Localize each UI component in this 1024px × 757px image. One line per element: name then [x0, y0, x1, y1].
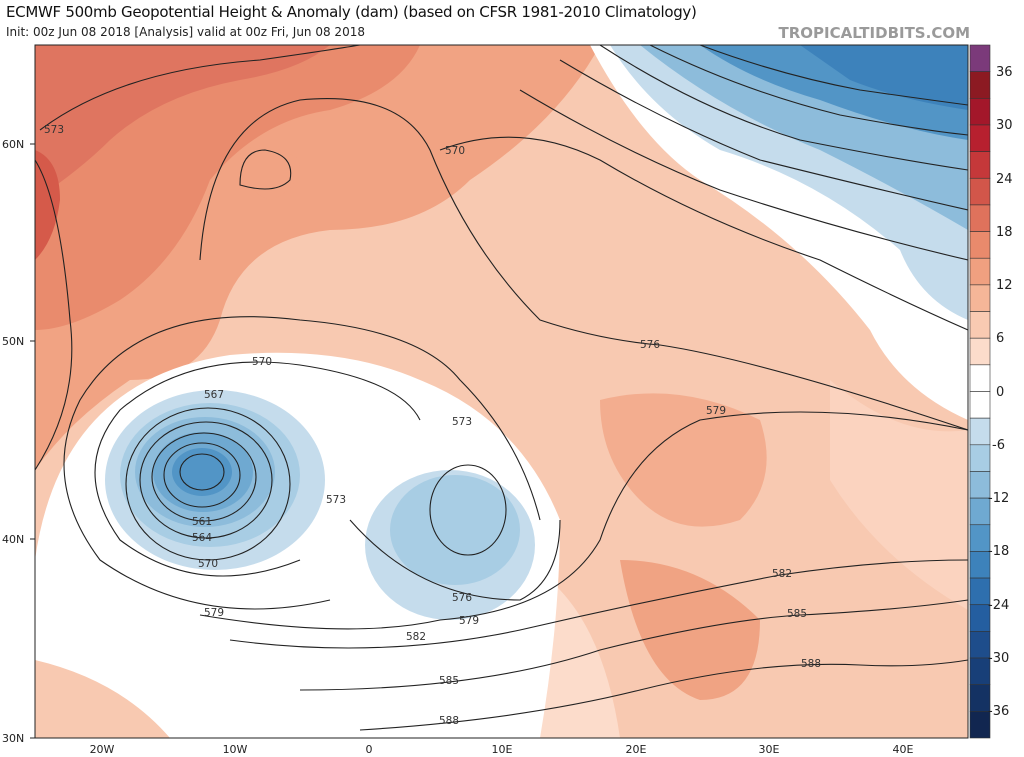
colorbar-segment — [969, 524, 991, 552]
colorbar-label: -36 — [988, 704, 1009, 719]
colorbar-segment — [969, 631, 991, 659]
lon-label: 10E — [492, 743, 513, 756]
colorbar-segment — [969, 337, 991, 366]
contour-label: 585 — [439, 675, 459, 687]
colorbar-label: 12 — [996, 278, 1013, 293]
contour-label: 585 — [787, 608, 807, 620]
contour-label: 567 — [204, 389, 224, 401]
colorbar-label: -6 — [992, 438, 1005, 453]
colorbar-label: 24 — [996, 172, 1013, 187]
contour-label: 564 — [192, 532, 212, 544]
colorbar-label: 30 — [996, 118, 1013, 133]
colorbar-label: 36 — [996, 65, 1013, 80]
contour-label: 579 — [706, 405, 726, 417]
height-contours — [35, 45, 968, 731]
init-valid-time: Init: 00z Jun 08 2018 [Analysis] valid a… — [6, 25, 365, 39]
colorbar-labels: 36 30 24 18 12 6 0 -6 -12 -18 -24 -30 -3… — [988, 65, 1013, 719]
chart-title: ECMWF 500mb Geopotential Height & Anomal… — [6, 3, 697, 21]
colorbar-label: -18 — [988, 544, 1009, 559]
brand-watermark: TROPICALTIDBITS.COM — [778, 24, 971, 42]
colorbar-label: -24 — [988, 598, 1009, 613]
anomaly-shading — [35, 45, 968, 738]
contour-label: 588 — [801, 658, 821, 670]
contour-label: 570 — [198, 558, 218, 570]
lon-label: 40E — [893, 743, 914, 756]
contour-labels: 573 570 576 579 570 567 573 573 561 564 … — [44, 124, 821, 727]
colorbar-segment — [969, 44, 991, 72]
lat-axis: 60N 50N 40N 30N — [2, 138, 35, 745]
colorbar-segment — [969, 151, 991, 179]
contour-label: 579 — [204, 607, 224, 619]
lon-label: 30E — [759, 743, 780, 756]
colorbar-label: -12 — [988, 491, 1009, 506]
lon-label: 20W — [90, 743, 115, 756]
colorbar-segment — [969, 551, 991, 579]
colorbar-segment — [969, 684, 991, 712]
colorbar-segment — [969, 98, 991, 126]
colorbar-segment — [969, 124, 991, 152]
lon-axis: 20W 10W 0 10E 20E 30E 40E — [90, 743, 914, 756]
lat-label: 40N — [2, 533, 24, 546]
colorbar-segment — [969, 311, 991, 339]
contour-label: 588 — [439, 715, 459, 727]
lat-label: 30N — [2, 732, 24, 745]
colorbar-segment — [969, 604, 991, 632]
colorbar-segment — [969, 711, 991, 739]
lat-label: 60N — [2, 138, 24, 151]
map-frame — [34, 44, 969, 739]
contour-label: 579 — [459, 615, 479, 627]
colorbar-segment — [969, 577, 991, 606]
lon-label: 0 — [366, 743, 373, 756]
colorbar-label: -30 — [988, 651, 1009, 666]
lon-label: 10W — [223, 743, 248, 756]
colorbar-segment — [969, 364, 991, 392]
contour-label: 582 — [772, 568, 792, 580]
colorbar — [969, 44, 991, 739]
contour-label: 582 — [406, 631, 426, 643]
contour-label: 576 — [640, 339, 660, 351]
colorbar-segment — [969, 71, 991, 99]
colorbar-segment — [969, 284, 991, 312]
contour-label: 561 — [192, 516, 212, 528]
colorbar-segment — [969, 497, 991, 526]
contour-label: 573 — [326, 494, 346, 506]
colorbar-label: 0 — [996, 385, 1004, 400]
colorbar-segment — [969, 657, 991, 685]
colorbar-segment — [969, 444, 991, 472]
colorbar-segment — [969, 204, 991, 232]
lat-label: 50N — [2, 335, 24, 348]
colorbar-label: 6 — [996, 331, 1004, 346]
contour-label: 570 — [252, 356, 272, 368]
colorbar-segment — [969, 471, 991, 499]
lon-label: 20E — [626, 743, 647, 756]
colorbar-segment — [969, 177, 991, 206]
colorbar-segment — [969, 231, 991, 259]
contour-label: 573 — [44, 124, 64, 136]
colorbar-segment — [969, 257, 991, 286]
contour-label: 576 — [452, 592, 472, 604]
colorbar-label: 18 — [996, 225, 1013, 240]
contour-label: 573 — [452, 416, 472, 428]
colorbar-segment — [969, 417, 991, 446]
colorbar-segment — [969, 391, 991, 419]
contour-label: 570 — [445, 145, 465, 157]
